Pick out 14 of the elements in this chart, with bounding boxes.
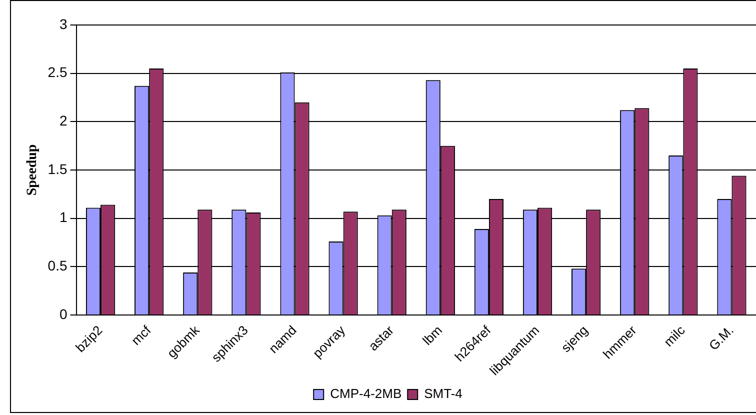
- x-tick-label: milc: [660, 322, 688, 350]
- y-tick-label: 1.5: [48, 160, 68, 177]
- y-tick-label: 2.5: [48, 64, 68, 80]
- y-tick-label: 1: [59, 209, 68, 226]
- y-axis-title: Speedup: [25, 144, 40, 196]
- y-tick-label: 2: [59, 112, 68, 129]
- x-tick-label: G.M.: [706, 322, 736, 354]
- y-tick-label: 0: [59, 306, 68, 322]
- x-tick-label: mcf: [128, 322, 154, 348]
- legend-label: CMP-4-2MB: [330, 386, 402, 402]
- legend-label: SMT-4: [424, 386, 462, 402]
- y-tick-label: 0.5: [48, 258, 68, 274]
- x-tick-label: lbm: [420, 322, 446, 348]
- y-tick-label: 3: [59, 16, 68, 32]
